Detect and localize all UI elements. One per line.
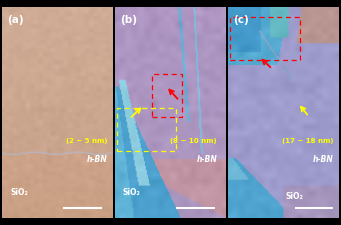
Text: (b): (b): [121, 15, 137, 25]
Text: (2 ~ 5 nm): (2 ~ 5 nm): [66, 138, 107, 144]
Text: h-BN: h-BN: [196, 155, 217, 164]
Text: SiO₂: SiO₂: [286, 192, 303, 201]
Text: (a): (a): [8, 15, 24, 25]
Text: SiO₂: SiO₂: [11, 188, 29, 197]
Bar: [152, 74, 182, 117]
Bar: [117, 108, 176, 151]
Text: h-BN: h-BN: [87, 155, 107, 164]
Bar: [230, 17, 300, 60]
Text: h-BN: h-BN: [313, 155, 333, 164]
Text: (8 ~ 10 nm): (8 ~ 10 nm): [170, 138, 217, 144]
Text: SiO₂: SiO₂: [123, 188, 141, 197]
Text: (17 ~ 18 nm): (17 ~ 18 nm): [282, 138, 333, 144]
Text: (c): (c): [234, 15, 249, 25]
